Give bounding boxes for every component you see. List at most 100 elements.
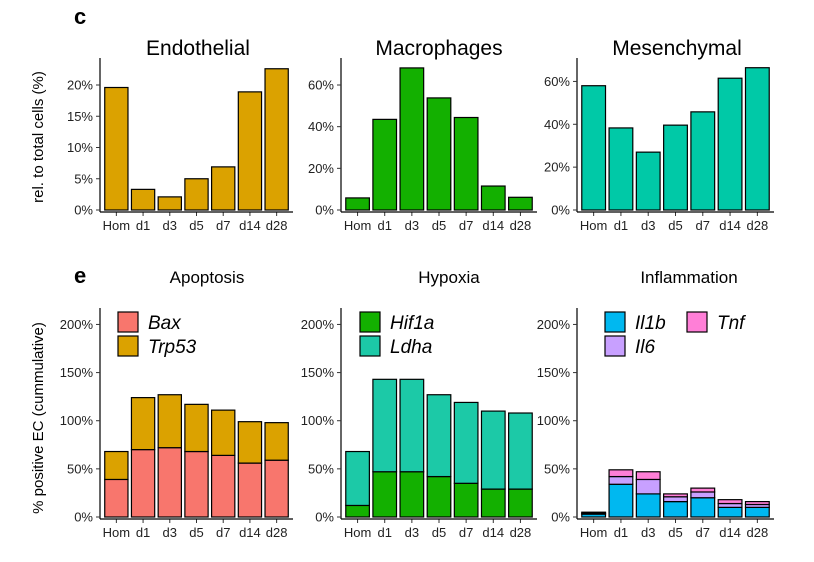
bar-il1b-d3 xyxy=(635,493,661,518)
x-tick-label: d28 xyxy=(510,525,532,540)
panel-title: Macrophages xyxy=(375,37,502,60)
bar-ldha-d14 xyxy=(480,410,506,490)
legend-swatch-il1b xyxy=(604,311,626,333)
bar-tnf-d1 xyxy=(608,469,634,478)
top-y-axis-title: rel. to total cells (%) xyxy=(30,71,47,203)
panel-title: Endothelial xyxy=(146,37,250,60)
bar-d28 xyxy=(744,67,770,211)
bar-hom xyxy=(104,86,129,211)
y-tick-label: 0% xyxy=(551,510,570,525)
bar-d5 xyxy=(663,124,688,211)
legend-label-ldha: Ldha xyxy=(390,337,432,358)
panel-mesenchymal: Mesenchymal Hom d1 d3 d5 d7 d14 d28 0% 20% 40% 60% xyxy=(544,37,774,233)
x-tick-label: d3 xyxy=(641,525,655,540)
bar-ldha-d3 xyxy=(399,378,425,473)
x-tick-label: d5 xyxy=(668,218,682,233)
x-tick-label: d5 xyxy=(432,525,446,540)
bar-tnf-d5 xyxy=(663,493,688,498)
y-tick-label: 0% xyxy=(551,203,570,218)
bar-d3 xyxy=(399,67,425,211)
bar-il6-d7 xyxy=(690,491,716,499)
x-tick-label: d7 xyxy=(459,218,473,233)
x-tick-label: d3 xyxy=(163,525,177,540)
y-tick-label: 50% xyxy=(308,461,334,476)
panel-hypoxia: Hypoxia Hom d1 d3 d5 d7 d14 d28 0% 50% 100% 150% 200… xyxy=(301,268,537,540)
legend: Il1b Il6 Tnf xyxy=(604,311,746,358)
y-tick-label: 150% xyxy=(60,365,94,380)
bar-trp53-d3 xyxy=(157,394,183,449)
bar-d28 xyxy=(508,196,533,211)
legend-swatch-il6 xyxy=(604,335,626,357)
x-tick-label: d7 xyxy=(459,525,473,540)
legend-label-bax: Bax xyxy=(148,313,182,334)
bar-bax-d3 xyxy=(157,447,183,518)
bar-tnf-d28 xyxy=(744,500,770,506)
panel-apoptosis: Apoptosis Hom d1 d3 d5 d7 d14 d28 0% 50% 100% 150% 2… xyxy=(60,268,293,540)
bar-bax-d14 xyxy=(237,462,263,518)
bar-il6-d5 xyxy=(663,496,688,503)
bottom-y-axis-title: % positive EC (cummulative) xyxy=(30,322,47,514)
y-tick-label: 200% xyxy=(537,317,571,332)
x-tick-label: d7 xyxy=(216,218,230,233)
bar-bax-hom xyxy=(104,478,129,518)
legend-label-hif1a: Hif1a xyxy=(390,313,434,334)
bar-d5 xyxy=(426,97,452,211)
panel-macrophages: Macrophages Hom d1 d3 d5 d7 d14 d28 0% 20% 40% 60% xyxy=(308,37,537,233)
x-tick-label: Hom xyxy=(103,218,130,233)
bar-hif1a-d1 xyxy=(372,471,398,518)
bar-ldha-d5 xyxy=(426,394,452,478)
bar-d28 xyxy=(264,68,289,211)
x-tick-label: Hom xyxy=(344,525,371,540)
y-tick-label: 100% xyxy=(301,413,335,428)
bar-bax-d7 xyxy=(210,454,236,518)
bar-hif1a-d14 xyxy=(480,488,506,518)
y-tick-label: 150% xyxy=(537,365,571,380)
bar-hif1a-d28 xyxy=(508,488,533,518)
x-tick-label: d14 xyxy=(239,218,261,233)
bar-il6-d1 xyxy=(608,475,634,485)
panel-letter-e: e xyxy=(74,263,86,288)
panel-title: Inflammation xyxy=(640,268,737,287)
y-tick-label: 40% xyxy=(544,117,570,132)
x-tick-label: d1 xyxy=(614,525,628,540)
x-tick-label: d5 xyxy=(189,525,203,540)
x-tick-label: d14 xyxy=(719,218,741,233)
bar-d7 xyxy=(210,166,236,211)
bar-bax-d28 xyxy=(264,459,289,518)
panel-inflammation: Inflammation Hom d1 d3 d5 d7 d14 d28 0% 50% 100% 15… xyxy=(537,268,774,540)
x-tick-label: d28 xyxy=(510,218,532,233)
x-tick-label: d7 xyxy=(216,525,230,540)
bar-hif1a-d3 xyxy=(399,471,425,518)
y-tick-label: 20% xyxy=(308,161,334,176)
y-tick-label: 0% xyxy=(74,510,93,525)
bar-hom xyxy=(581,85,607,211)
x-tick-label: d3 xyxy=(163,218,177,233)
legend-label-trp53: Trp53 xyxy=(148,337,197,358)
y-tick-label: 0% xyxy=(315,203,334,218)
x-tick-label: Hom xyxy=(344,218,371,233)
bar-trp53-hom xyxy=(104,450,129,481)
bar-il6-d3 xyxy=(635,478,661,495)
bar-tnf-hom xyxy=(581,511,607,514)
bar-ldha-d28 xyxy=(508,412,533,490)
panel-endothelial: Endothelial Hom d1 d3 d5 d7 d14 d28 0% 5% 10% 15% 20… xyxy=(67,37,293,233)
bar-hif1a-d5 xyxy=(426,475,452,518)
y-tick-label: 60% xyxy=(544,74,570,89)
bar-hom xyxy=(345,197,370,211)
legend: Bax Trp53 xyxy=(117,311,197,358)
x-tick-label: d3 xyxy=(641,218,655,233)
y-tick-label: 50% xyxy=(67,461,93,476)
legend-swatch-bax xyxy=(117,311,139,333)
bar-d7 xyxy=(453,116,479,211)
y-tick-label: 0% xyxy=(315,510,334,525)
panel-letter-c: c xyxy=(74,4,86,29)
bar-d14 xyxy=(480,185,506,211)
bar-d1 xyxy=(372,118,398,211)
bar-d3 xyxy=(157,196,183,211)
x-tick-label: d5 xyxy=(189,218,203,233)
bar-il1b-d28 xyxy=(744,506,770,518)
bar-ldha-hom xyxy=(345,450,370,507)
x-tick-label: d1 xyxy=(136,218,150,233)
bar-d1 xyxy=(130,188,156,211)
